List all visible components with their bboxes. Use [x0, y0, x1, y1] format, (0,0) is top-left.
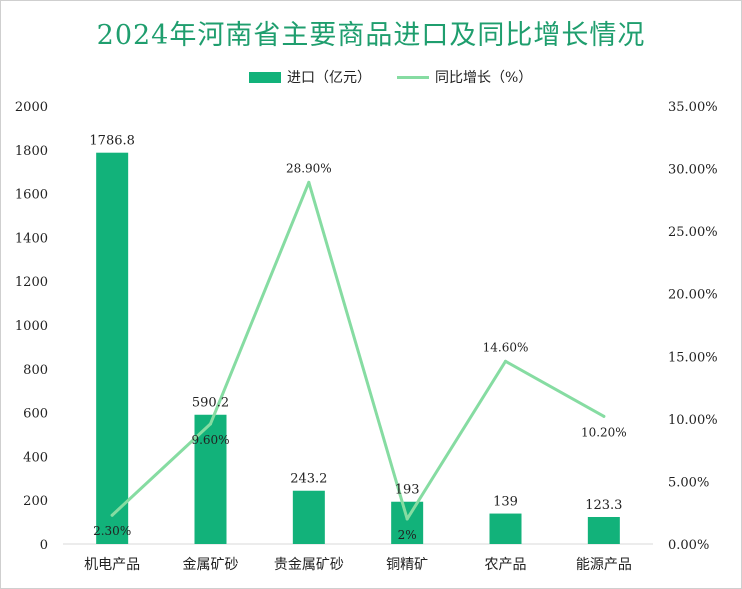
chart-title: 2024年河南省主要商品进口及同比增长情况: [96, 20, 646, 51]
y-left-tick-label: 1800: [15, 144, 48, 159]
line-point: [602, 414, 606, 418]
y-left-tick-label: 1000: [15, 319, 48, 334]
legend-line-swatch: [397, 75, 429, 79]
y-right-tick-label: 5.00%: [668, 475, 709, 490]
y-left-tick-label: 0: [40, 538, 48, 553]
y-left-tick-label: 600: [23, 407, 48, 422]
x-tick-label: 贵金属矿砂: [274, 557, 344, 573]
x-tick-label: 机电产品: [84, 557, 140, 573]
y-right-tick-label: 20.00%: [668, 288, 718, 303]
bar-data-label: 1786.8: [89, 134, 135, 149]
line-data-label: 2.30%: [93, 524, 131, 538]
bar: [587, 516, 620, 544]
y-left-tick-label: 200: [23, 494, 48, 509]
y-left-tick-label: 1200: [15, 275, 48, 290]
line-point: [209, 422, 212, 426]
y-left-tick-label: 1400: [15, 231, 48, 246]
line-data-label: 10.20%: [581, 425, 627, 439]
legend-line-label: 同比增长（%）: [435, 70, 533, 86]
bar-data-label: 123.3: [585, 498, 622, 513]
bar: [489, 513, 522, 544]
y-right-tick-label: 10.00%: [668, 413, 718, 428]
y-left-tick-label: 400: [23, 450, 48, 465]
bar: [391, 501, 424, 544]
line-point: [307, 180, 311, 184]
y-left-tick-label: 1600: [15, 188, 48, 203]
bar: [194, 414, 227, 544]
y-left-tick-label: 2000: [15, 100, 48, 115]
y-right-tick-label: 25.00%: [668, 225, 718, 240]
bar-data-label: 193: [395, 483, 420, 498]
legend-bar-label: 进口（亿元）: [287, 70, 371, 86]
y-right-tick-label: 0.00%: [668, 538, 709, 553]
bar: [96, 152, 129, 544]
line-data-label: 28.90%: [286, 161, 332, 175]
line-data-label: 14.60%: [483, 340, 529, 354]
y-right-tick-label: 15.00%: [668, 350, 718, 365]
y-left-tick-label: 800: [23, 363, 48, 378]
line-data-label: 9.60%: [191, 433, 229, 447]
bar-data-label: 139: [493, 495, 518, 510]
legend: 进口（亿元） 同比增长（%）: [1, 67, 741, 87]
line-point: [504, 359, 507, 363]
bar-data-label: 243.2: [290, 472, 327, 487]
legend-item-bar: 进口（亿元）: [249, 67, 371, 87]
x-tick-label: 农产品: [485, 557, 527, 573]
y-right-tick-label: 35.00%: [668, 100, 718, 115]
line-point: [405, 517, 409, 521]
y-right-tick-label: 30.00%: [668, 163, 718, 178]
growth-line: [110, 180, 606, 521]
legend-bar-swatch: [249, 71, 281, 83]
line-point: [110, 513, 114, 517]
line-data-label: 2%: [398, 528, 417, 542]
bar-data-label: 590.2: [192, 396, 229, 411]
x-tick-label: 金属矿砂: [183, 557, 239, 573]
bar: [292, 490, 325, 544]
x-tick-label: 能源产品: [576, 557, 632, 573]
x-tick-label: 铜精矿: [386, 557, 428, 573]
legend-item-line: 同比增长（%）: [397, 67, 532, 87]
